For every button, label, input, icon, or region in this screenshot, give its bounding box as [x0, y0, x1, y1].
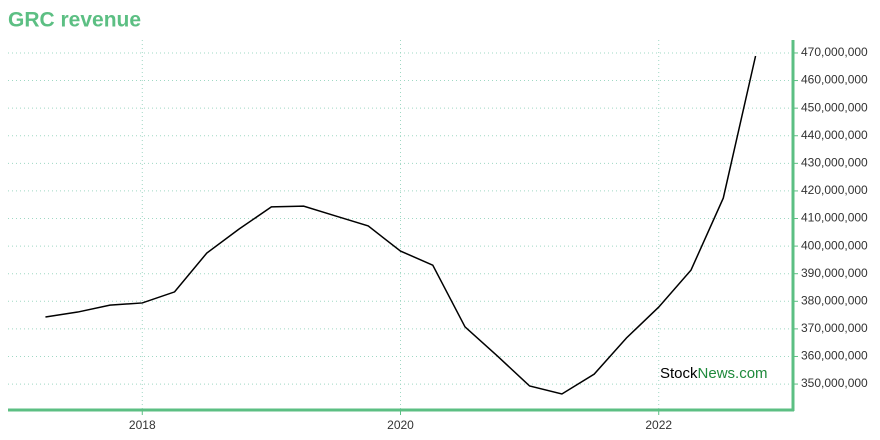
chart-title: GRC revenue — [8, 9, 141, 32]
x-tick-label: 2022 — [645, 418, 672, 432]
watermark: StockNews.com — [660, 365, 768, 382]
y-tick-label: 460,000,000 — [801, 73, 868, 87]
x-tick-label: 2018 — [129, 418, 156, 432]
y-tick-label: 420,000,000 — [801, 183, 868, 197]
watermark-prefix: Stock — [660, 365, 698, 382]
y-tick-label: 380,000,000 — [801, 293, 868, 307]
watermark-suffix: News.com — [698, 365, 768, 382]
y-tick-label: 350,000,000 — [801, 376, 868, 390]
y-tick-label: 360,000,000 — [801, 349, 868, 363]
y-tick-label: 470,000,000 — [801, 45, 868, 59]
y-tick-label: 430,000,000 — [801, 156, 868, 170]
y-tick-label: 450,000,000 — [801, 100, 868, 114]
x-tick-label: 2020 — [387, 418, 414, 432]
y-tick-label: 410,000,000 — [801, 211, 868, 225]
y-tick-label: 390,000,000 — [801, 266, 868, 280]
series-line — [45, 55, 757, 395]
y-tick-label: 400,000,000 — [801, 238, 868, 252]
y-tick-label: 440,000,000 — [801, 128, 868, 142]
y-tick-label: 370,000,000 — [801, 321, 868, 335]
